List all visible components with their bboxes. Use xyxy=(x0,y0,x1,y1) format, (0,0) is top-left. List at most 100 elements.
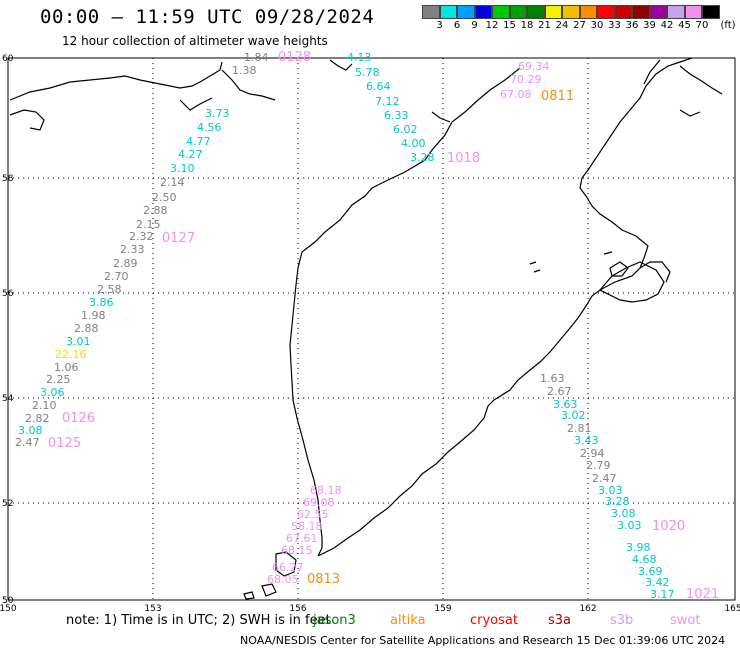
swh-label: 3.98 xyxy=(626,541,651,554)
swh-label: 3.63 xyxy=(553,398,578,411)
swh-label: 2.47 xyxy=(15,436,40,449)
pass-time-tag: 0127 xyxy=(162,231,195,246)
legend-label: 42 xyxy=(660,20,674,31)
legend-swatch xyxy=(702,5,720,19)
pass-time-tag: 1020 xyxy=(652,519,685,534)
swh-label: 3.73 xyxy=(205,107,230,120)
swh-label: 2.15 xyxy=(136,218,161,231)
mission-label: s3b xyxy=(610,613,634,628)
swh-label: 58.18 xyxy=(291,520,323,533)
pass-time-tag: 1021 xyxy=(686,587,719,602)
pass-time-tag: 0126 xyxy=(62,411,95,426)
swh-label: 68.18 xyxy=(310,484,342,497)
legend-swatch xyxy=(509,5,527,19)
swh-label: 3.03 xyxy=(598,484,623,497)
pass-time-tag: 0125 xyxy=(48,436,81,451)
legend-label: 18 xyxy=(520,20,534,31)
legend-swatch xyxy=(614,5,632,19)
swh-label: 3.28 xyxy=(605,495,630,508)
legend-swatch xyxy=(492,5,510,19)
swh-label: 69.34 xyxy=(518,60,550,73)
swh-label: 67.61 xyxy=(286,532,318,545)
y-tick-label: 60 xyxy=(2,54,14,64)
pass-time-tag: 0128 xyxy=(278,50,311,65)
swh-label: 2.82 xyxy=(25,412,50,425)
swh-label: 68.05 xyxy=(267,573,299,586)
swh-label: 3.02 xyxy=(561,409,586,422)
commander-islands xyxy=(529,251,613,273)
kamchatka-east-coast xyxy=(317,57,693,557)
swh-label: 2.10 xyxy=(32,399,57,412)
swh-label: 5.78 xyxy=(355,66,380,79)
swh-label: 4.56 xyxy=(197,121,222,134)
swh-label: 3.01 xyxy=(66,335,91,348)
footnote: note: 1) Time is in UTC; 2) SWH is in fe… xyxy=(66,613,331,628)
legend-label: 3 xyxy=(436,20,443,31)
axis-ticks: 150 153 156 159 162 165 60 58 56 54 52 50 xyxy=(0,54,740,614)
coastline xyxy=(9,57,723,600)
swh-label: 3.08 xyxy=(18,424,43,437)
swh-label: 6.64 xyxy=(366,80,391,93)
swh-label: 6.02 xyxy=(393,123,418,136)
swh-label: 3.17 xyxy=(650,588,675,601)
x-tick-label: 153 xyxy=(144,604,161,614)
legend-label: 36 xyxy=(625,20,639,31)
grid-lines xyxy=(8,58,735,600)
y-tick-label: 56 xyxy=(2,289,14,299)
legend-swatch xyxy=(632,5,650,19)
x-tick-label: 162 xyxy=(579,604,596,614)
swh-label: 1.06 xyxy=(54,361,79,374)
east-coast-north xyxy=(643,59,723,117)
swh-label: 4.77 xyxy=(186,135,211,148)
kamchatka-west-coast xyxy=(289,67,521,557)
legend-label: (ft) xyxy=(720,20,736,31)
legend-label: 12 xyxy=(485,20,499,31)
pass-time-tag: 1018 xyxy=(447,151,480,166)
swh-label: 22.16 xyxy=(55,348,87,361)
legend-swatch xyxy=(527,5,545,19)
swh-label: 3.42 xyxy=(645,576,670,589)
swh-label: 2.88 xyxy=(74,322,99,335)
y-tick-label: 52 xyxy=(2,499,13,509)
legend-swatch xyxy=(562,5,580,19)
swh-label: 67.08 xyxy=(500,88,532,101)
color-legend xyxy=(422,5,720,19)
legend-swatch xyxy=(457,5,475,19)
swh-label: 66.27 xyxy=(272,561,304,574)
swh-label: 4.00 xyxy=(401,137,426,150)
swh-label: 6.33 xyxy=(384,109,409,122)
legend-label: 33 xyxy=(608,20,621,31)
x-tick-label: 156 xyxy=(289,604,306,614)
legend-label: 21 xyxy=(538,20,551,31)
swh-label: 2.47 xyxy=(592,472,617,485)
legend-swatch xyxy=(597,5,615,19)
legend-swatch xyxy=(544,5,562,19)
swh-label: 1.84 xyxy=(244,51,269,64)
swh-label: 7.12 xyxy=(375,95,400,108)
legend-label: 30 xyxy=(590,20,604,31)
karaginsky-island xyxy=(609,261,629,277)
swh-label: 3.06 xyxy=(40,386,65,399)
legend-label: 9 xyxy=(471,20,478,31)
legend-swatch xyxy=(684,5,702,19)
pass-time-tag: 0811 xyxy=(541,89,574,104)
mission-label: s3a xyxy=(548,613,572,628)
page-subtitle: 12 hour collection of altimeter wave hei… xyxy=(62,34,328,48)
legend-label: 27 xyxy=(573,20,586,31)
swh-labels: 1.841.383.734.564.774.273.102.142.502.88… xyxy=(15,51,675,601)
swh-label: 3.08 xyxy=(611,507,636,520)
x-tick-label: 165 xyxy=(724,604,740,614)
swh-label: 2.50 xyxy=(152,191,177,204)
okhotsk-north-coast xyxy=(9,61,276,131)
swh-label: 4.68 xyxy=(632,553,657,566)
y-tick-label: 58 xyxy=(2,174,14,184)
swh-label: 3.69 xyxy=(638,565,663,578)
page-title: 00:00 – 11:59 UTC 09/28/2024 xyxy=(40,6,375,28)
swh-label: 2.81 xyxy=(567,422,592,435)
swh-label: 2.58 xyxy=(97,283,122,296)
swh-label: 70.29 xyxy=(510,73,542,86)
swh-label: 2.70 xyxy=(104,270,129,283)
legend-swatch xyxy=(667,5,685,19)
legend-label: 24 xyxy=(555,20,569,31)
